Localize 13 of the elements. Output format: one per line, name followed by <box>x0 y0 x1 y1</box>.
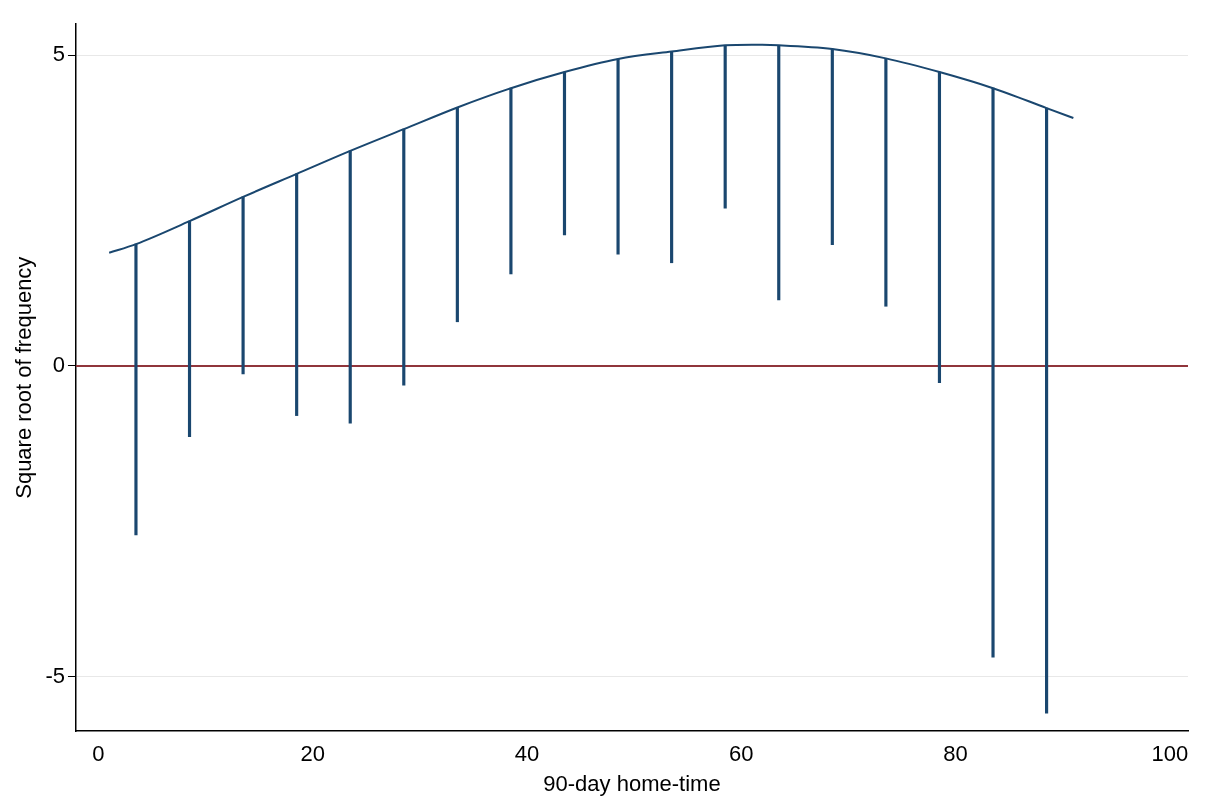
x-tick-label: 20 <box>300 741 325 767</box>
y-tick-label: 5 <box>52 41 65 67</box>
x-tick-label: 100 <box>1151 741 1189 767</box>
bar <box>830 48 834 246</box>
y-axis-title: Square root of frequency <box>11 256 37 499</box>
bar <box>562 71 567 236</box>
x-axis-title: 90-day home-time <box>543 770 721 796</box>
x-tick-label: 60 <box>729 741 754 767</box>
y-tick-label: 0 <box>52 351 65 377</box>
x-tick-label: 0 <box>92 741 105 767</box>
x-tick-label: 40 <box>514 741 540 767</box>
y-tick-label: -5 <box>45 662 65 688</box>
x-tick-label: 80 <box>943 741 968 767</box>
